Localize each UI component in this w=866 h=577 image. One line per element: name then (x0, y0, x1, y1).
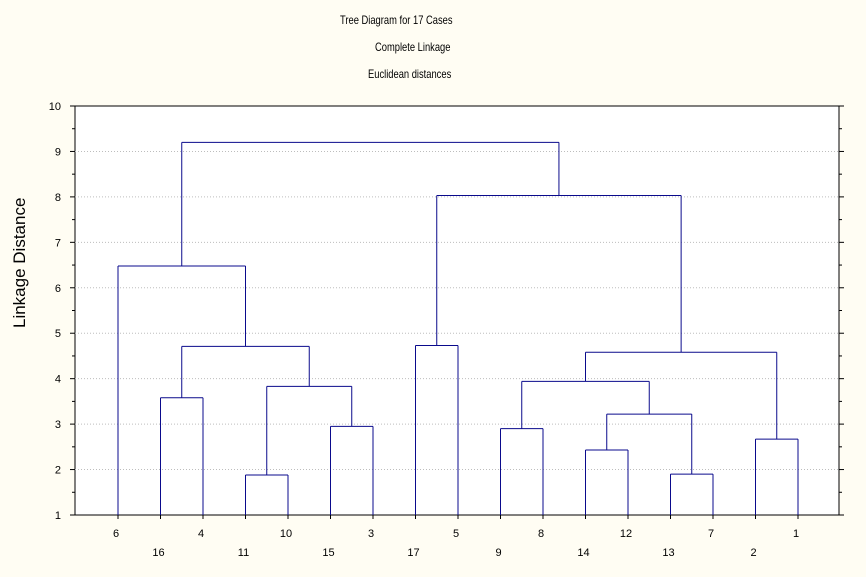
leaf-label-13: 13 (662, 547, 674, 559)
leaf-label-3: 3 (368, 528, 374, 540)
y-tick-label-7: 7 (55, 237, 61, 249)
leaf-label-10: 10 (280, 528, 292, 540)
leaf-label-7: 7 (708, 528, 714, 540)
leaf-label-9: 9 (495, 547, 501, 559)
chart-titles: Tree Diagram for 17 Cases Complete Linka… (0, 0, 866, 95)
leaf-label-6: 6 (113, 528, 119, 540)
plot-area (74, 105, 840, 516)
y-tick-label-2: 2 (55, 465, 61, 477)
y-tick-label-1: 1 (55, 510, 61, 522)
leaf-label-17: 17 (407, 547, 419, 559)
leaf-label-14: 14 (577, 547, 589, 559)
leaf-label-12: 12 (620, 528, 632, 540)
y-tick-label-9: 9 (55, 146, 61, 158)
y-tick-label-10: 10 (49, 101, 61, 113)
y-tick-label-5: 5 (55, 328, 61, 340)
leaf-label-8: 8 (538, 528, 544, 540)
chart-subtitle-linkage: Complete Linkage (375, 40, 451, 54)
leaf-label-4: 4 (198, 528, 204, 540)
leaf-label-16: 16 (152, 547, 164, 559)
leaf-label-15: 15 (322, 547, 334, 559)
y-tick-label-3: 3 (55, 419, 61, 431)
leaf-label-5: 5 (453, 528, 459, 540)
leaf-label-1: 1 (793, 528, 799, 540)
y-tick-label-6: 6 (55, 283, 61, 295)
y-tick-label-8: 8 (55, 192, 61, 204)
y-tick-label-4: 4 (55, 374, 61, 386)
leaf-label-2: 2 (750, 547, 756, 559)
leaf-label-11: 11 (238, 547, 249, 559)
chart-title: Tree Diagram for 17 Cases (340, 13, 453, 27)
chart-subtitle-distance: Euclidean distances (368, 67, 452, 81)
